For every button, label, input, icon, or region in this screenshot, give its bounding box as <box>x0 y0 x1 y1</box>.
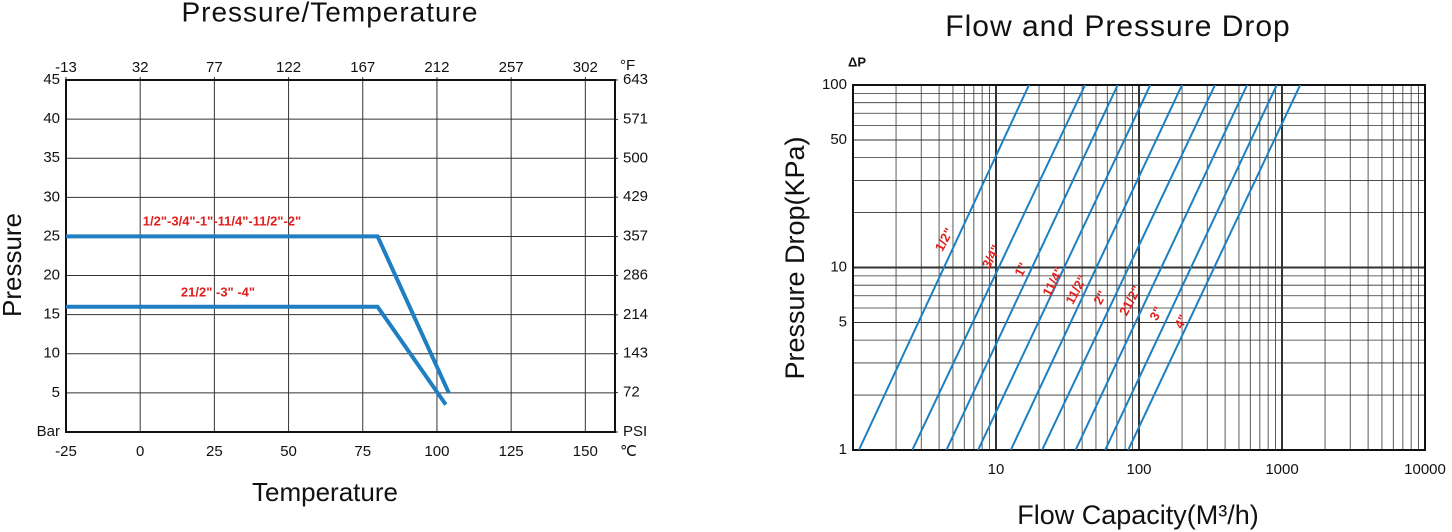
plot-frame <box>852 84 1426 451</box>
x-tick-label: 50 <box>280 443 297 460</box>
x2-tick-label: 32 <box>132 59 149 76</box>
x2-tick-label: 167 <box>350 59 375 76</box>
y-tick-label: 10 <box>830 258 847 275</box>
x-tick-label: 75 <box>354 443 371 460</box>
y2-tick-label: 643 <box>623 71 648 88</box>
series-label: 1/2"-3/4"-1"-11/4"-11/2"-2" <box>143 213 301 228</box>
x2-tick-label: 302 <box>573 59 598 76</box>
x-tick-label: 125 <box>499 443 524 460</box>
y2-tick-label: 143 <box>623 345 648 362</box>
y-tick-label: 1 <box>839 441 847 458</box>
x-tick-label: 100 <box>424 443 449 460</box>
x-tick-label: 10000 <box>1404 461 1446 478</box>
series-line <box>1009 85 1183 450</box>
series-line <box>66 234 451 394</box>
chart-title: Flow and Pressure Drop <box>945 10 1290 43</box>
y2-tick-label: 500 <box>623 149 648 166</box>
x-tick-label: -25 <box>55 443 77 460</box>
x-tick-label: 1000 <box>1265 461 1298 478</box>
y-tick-label: 20 <box>43 267 60 284</box>
x-tick-label: 100 <box>1126 461 1151 478</box>
y-tick-label: 25 <box>43 227 60 244</box>
series-line <box>911 85 1087 450</box>
y2-tick-label: 571 <box>623 110 648 127</box>
series-label: 21/2" -3" -4" <box>181 284 255 299</box>
y2-tick-label: 214 <box>623 306 648 323</box>
y-tick-label: Bar <box>37 423 60 440</box>
plot-frame <box>65 79 616 433</box>
y-axis-label: Pressure <box>0 213 27 317</box>
x2-tick-label: 212 <box>424 59 449 76</box>
y-tick-label: 100 <box>822 76 847 93</box>
x-axis-label: Temperature <box>252 477 398 507</box>
y-tick-label: 50 <box>830 131 847 148</box>
series-line <box>1041 85 1216 450</box>
y-tick-label: 30 <box>43 188 60 205</box>
y-unit: ΔP <box>848 54 866 69</box>
x-tick-label: 150 <box>573 443 598 460</box>
y2-tick-label: 429 <box>623 188 648 205</box>
series-label: 3" <box>1146 304 1166 323</box>
y-tick-label: 45 <box>43 71 60 88</box>
y2-tick-label: 72 <box>623 384 640 401</box>
x-unit: ℃ <box>620 443 637 460</box>
x2-tick-label: 77 <box>206 59 223 76</box>
chart-title: Pressure/Temperature <box>181 0 478 27</box>
y-tick-label: 10 <box>43 345 60 362</box>
x-axis-label: Flow Capacity(M³/h) <box>1017 500 1259 530</box>
y-tick-label: 5 <box>52 384 60 401</box>
series-line <box>1074 85 1249 450</box>
x2-tick-label: 122 <box>276 59 301 76</box>
y-tick-label: 35 <box>43 149 60 166</box>
y-tick-label: 5 <box>839 313 847 330</box>
series-line <box>977 85 1152 450</box>
series-line <box>945 85 1119 450</box>
x2-tick-label: -13 <box>55 59 77 76</box>
series-line <box>857 85 1030 450</box>
x-tick-label: 10 <box>988 461 1005 478</box>
x2-unit: °F <box>620 57 635 74</box>
y-axis-label: Pressure Drop(KPa) <box>780 136 810 379</box>
y-tick-label: 15 <box>43 306 60 323</box>
series-label: 4" <box>1171 312 1191 331</box>
series-line <box>66 304 448 406</box>
series-label: 2" <box>1090 288 1110 307</box>
series-label: 1" <box>1011 260 1031 279</box>
x-tick-label: 0 <box>136 443 144 460</box>
y2-tick-label: 357 <box>623 228 648 245</box>
y-tick-label: 40 <box>43 110 60 127</box>
y2-tick-label: 286 <box>623 266 648 283</box>
series-label: 11/4" <box>1039 264 1067 298</box>
series-line <box>1127 85 1302 450</box>
x2-tick-label: 257 <box>499 59 524 76</box>
y2-tick-label: PSI <box>623 423 647 440</box>
series-line <box>1104 85 1278 450</box>
x-tick-label: 25 <box>206 443 223 460</box>
